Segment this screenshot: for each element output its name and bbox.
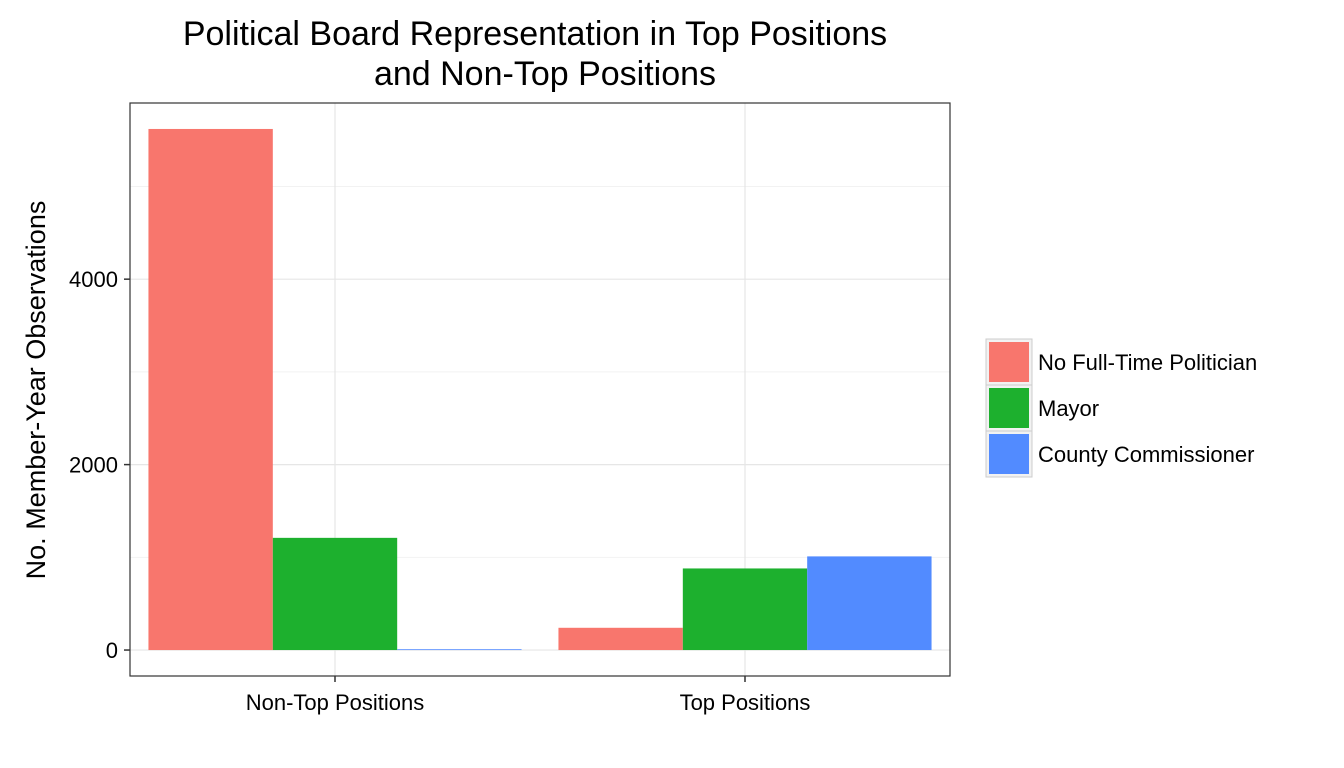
legend-label: Mayor	[1038, 396, 1099, 421]
legend-key-swatch	[989, 342, 1029, 382]
x-tick-label: Non-Top Positions	[246, 690, 425, 715]
chart-title: Political Board Representation in Top Po…	[183, 15, 887, 93]
bar-mayor-non-top-positions	[272, 537, 398, 651]
legend-label: No Full-Time Politician	[1038, 350, 1257, 375]
legend-label: County Commissioner	[1038, 442, 1254, 467]
y-tick-label: 2000	[69, 453, 118, 478]
legend: No Full-Time Politician Mayor County Commi…	[985, 338, 1257, 478]
bars	[148, 128, 932, 651]
bar-no-full-time-politician-top-positions	[558, 627, 683, 651]
x-tick-label: Top Positions	[680, 690, 811, 715]
x-axis: Non-Top Positions Top Positions	[246, 676, 811, 715]
legend-key-swatch	[989, 434, 1029, 474]
legend-key-swatch	[989, 388, 1029, 428]
y-axis: 0 2000 4000	[69, 267, 130, 663]
y-tick-label: 4000	[69, 267, 118, 292]
bar-mayor-top-positions	[682, 568, 808, 651]
chart-title-line-2: and Non-Top Positions	[374, 55, 716, 93]
bar-no-full-time-politician-non-top-positions	[148, 128, 273, 651]
y-tick-label: 0	[106, 638, 118, 663]
bar-county-commissioner-non-top-positions	[397, 649, 522, 651]
bar-county-commissioner-top-positions	[807, 556, 932, 651]
chart-title-line-1: Political Board Representation in Top Po…	[183, 15, 887, 53]
y-axis-title: No. Member-Year Observations	[21, 201, 51, 580]
plot-panel-border	[129, 102, 951, 677]
